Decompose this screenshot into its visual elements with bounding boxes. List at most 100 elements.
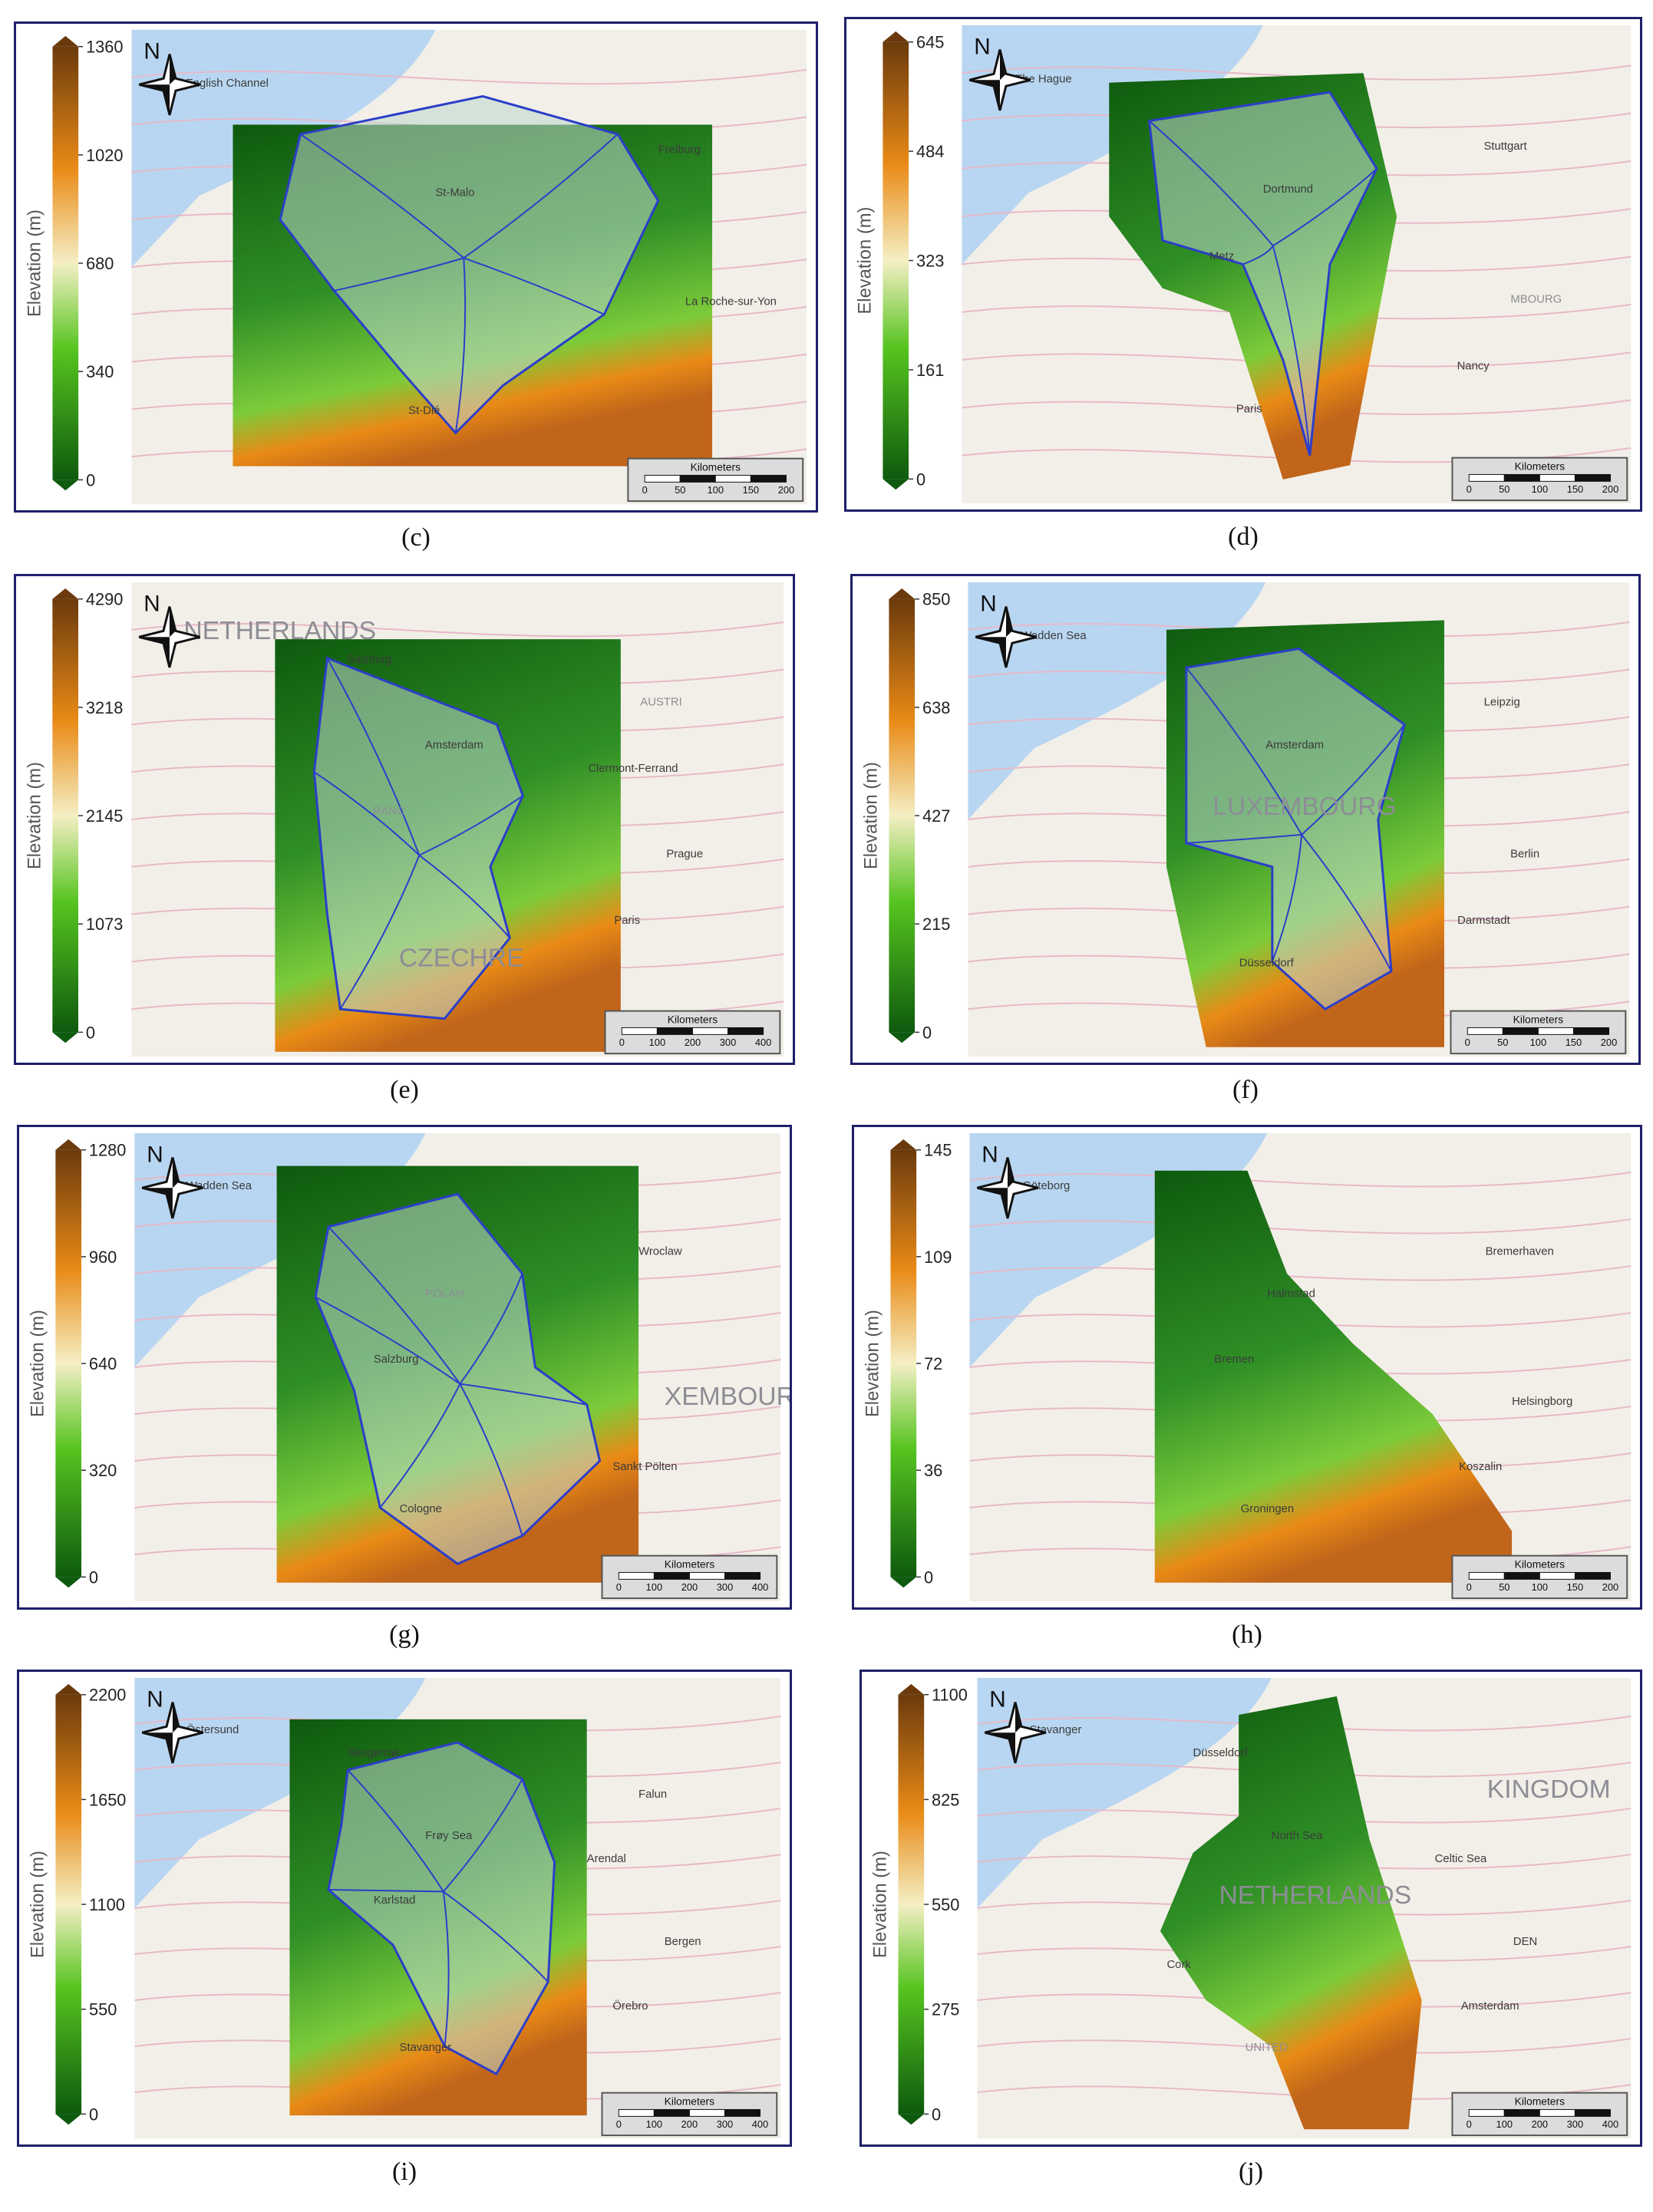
river-line [313,771,420,856]
legend-tick-label: 680 [86,254,114,273]
legend-tick-label: 550 [932,1895,959,1914]
map-panel-c: English Channel St-Malo La Roche-sur-Yon St… [14,21,818,513]
scale-bar-tick: 100 [646,1581,662,1593]
legend-tick-label: 1020 [86,146,123,165]
river-line [1148,120,1274,246]
legend-arrow-up [883,31,909,42]
scale-bar-segment [1503,2108,1540,2117]
map-canvas: English Channel St-Malo La Roche-sur-Yon St… [25,29,807,505]
river-line [379,1383,461,1508]
north-arrow-shade [985,1702,1021,1763]
scale-bar-segment [1468,2108,1505,2117]
panel-caption: (j) [1238,2158,1264,2186]
legend-color-ramp [883,41,909,480]
river-line [299,134,464,259]
scale-bar-tick: 400 [752,1581,768,1593]
scale-bar-tick: 100 [646,2118,662,2130]
place-label: Cologne [400,1503,442,1515]
scale-bar-tick: 0 [616,2118,622,2130]
scale-bar-segment [691,1027,729,1035]
legend-tick-label: 0 [86,1023,95,1042]
scale-bar-tick: 400 [752,2118,768,2130]
river-line [347,1769,444,1892]
scale-bar-segment [1574,2108,1611,2117]
basemap-road [969,1218,1632,1235]
place-label: NETHERLANDS [1219,1881,1412,1910]
scale-bar-tick: 150 [1567,483,1583,495]
legend-tick-label: 825 [932,1790,959,1809]
place-label: Örebro [612,1999,648,2013]
scale-bar-tick: 50 [1499,483,1509,495]
basin-boundary [314,1192,602,1565]
scale-bar-tick: 200 [1532,2118,1548,2130]
place-label: Berlin [1510,848,1539,860]
map-canvas: Wadden Sea POLAN XEMBOURG Cologne Wroclaw Sal… [28,1132,790,1602]
place-label: Falun [638,1788,667,1801]
legend-axis-label: Elevation (m) [863,1310,883,1417]
map-panel-h: Göteborg Halmstad Helsingborg Groningen Brem… [852,1125,1642,1610]
scale-bar-tick: 50 [675,484,685,496]
river-line [328,1226,461,1385]
legend-arrow-up [52,35,79,47]
scale-bar-tick: 200 [681,1581,698,1593]
scale-bar-tick: 0 [1467,1581,1472,1593]
place-label: Sankt Pölten [612,1461,677,1473]
north-label: N [144,39,160,64]
place-label: Halmstad [1267,1287,1315,1300]
basin-boundary [1185,647,1406,1011]
scale-bar-tick: 300 [1567,2118,1583,2130]
place-label: Nancy [1457,361,1490,373]
place-label: Arendal [587,1853,626,1865]
place-label: DEN [1513,1936,1537,1948]
river-line [1271,834,1303,962]
place-label: St-Malo [435,186,474,199]
scale-bar-tick: 50 [1499,1581,1509,1593]
scale-bar-tick: 400 [755,1037,771,1048]
legend-axis-label: Elevation (m) [861,762,882,869]
elevation-raster [1154,1170,1513,1583]
panel-caption: (g) [389,1620,420,1649]
basemap-road [962,64,1632,81]
legend-arrow-up [890,1139,917,1150]
legend-tick-label: 1073 [86,915,123,934]
scale-bar-tick: 100 [1530,1037,1546,1048]
north-arrow-shade [142,1702,179,1763]
place-label: NETHERLANDS [183,617,376,645]
legend-tick-label: 323 [916,251,944,270]
sea-area [977,1677,1272,1908]
legend-tick-label: 109 [924,1248,952,1267]
scale-bar-segment [1574,473,1612,482]
scale-bar-segment [679,474,716,483]
panel-caption: (f) [1232,1076,1259,1104]
legend-tick-label: 427 [922,806,950,826]
place-label: Stuttgart [1483,140,1527,153]
map-panel-j: Stavanger North Sea DEN UNITED KINGDOM NETHER… [859,1670,1642,2147]
legend-tick-label: 0 [922,1023,932,1042]
legend-tick-label: 0 [932,2105,941,2124]
panel-caption: (h) [1232,1620,1262,1649]
scale-bar-segment [618,2108,655,2117]
legend-arrow-up [55,1139,82,1150]
scale-bar-tick: 200 [1602,483,1618,495]
legend-tick-label: 1100 [89,1895,125,1914]
north-arrow-shade [977,1157,1014,1218]
legend-tick-label: 1360 [86,38,123,57]
scale-bar-segment [1572,1027,1610,1035]
legend-tick-label: 1280 [89,1141,126,1160]
legend-arrow-down [883,479,909,490]
scale-bar-tick: 150 [1567,1581,1583,1593]
place-label: Paris [614,915,640,927]
river-line [443,1779,523,1893]
legend-tick-label: 2200 [89,1686,126,1705]
scale-bar-segment [724,1571,761,1580]
place-label: Karlstad [374,1894,415,1907]
scale-bar-tick: 150 [1566,1037,1582,1048]
north-arrow-shade [139,54,176,115]
scale-bar-segment [688,2108,725,2117]
scale-bar-segment [653,1571,690,1580]
scale-bar-title: Kilometers [1513,1013,1564,1025]
legend-tick-label: 850 [922,590,950,609]
scale-bar-segment [644,474,681,483]
river-line [1186,833,1302,844]
